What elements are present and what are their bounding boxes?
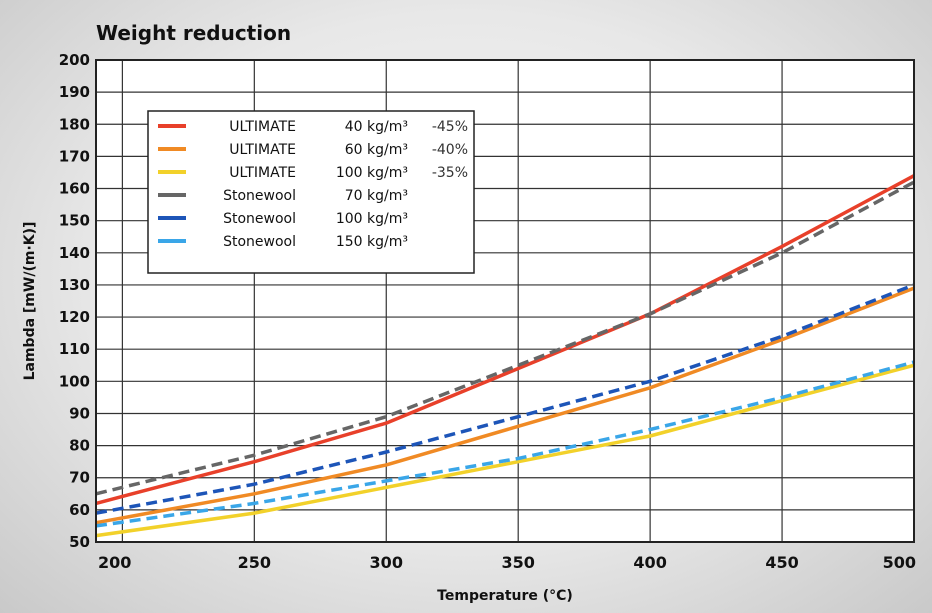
y-tick-label: 190 bbox=[59, 83, 90, 101]
legend-density: 100 kg/m³ bbox=[336, 165, 408, 181]
y-tick-label: 100 bbox=[59, 372, 90, 390]
x-tick-labels: 200 250 300 350 400 450 500 bbox=[98, 553, 916, 572]
x-tick-label: 350 bbox=[501, 553, 534, 572]
legend-density: 60 kg/m³ bbox=[345, 142, 408, 158]
legend: ULTIMATE 40 kg/m³ -45% ULTIMATE 60 kg/m³ -40%… bbox=[147, 110, 475, 274]
y-tick-label: 110 bbox=[59, 340, 90, 358]
legend-density: 40 kg/m³ bbox=[345, 119, 408, 135]
series-line bbox=[95, 360, 915, 528]
y-tick-label: 80 bbox=[69, 437, 90, 455]
y-tick-label: 60 bbox=[69, 501, 90, 519]
x-axis-label: Temperature (°C) bbox=[437, 588, 573, 604]
legend-series-name: Stonewool bbox=[223, 188, 296, 204]
series-line bbox=[95, 363, 915, 538]
legend-series-name: Stonewool bbox=[223, 211, 296, 227]
y-tick-label: 50 bbox=[69, 533, 90, 551]
legend-series-name: Stonewool bbox=[223, 234, 296, 250]
y-tick-label: 140 bbox=[59, 244, 90, 262]
legend-reduction: -45% bbox=[432, 119, 468, 135]
y-axis-label: Lambda [mW/(m·K)] bbox=[22, 222, 38, 381]
y-tick-label: 200 bbox=[59, 51, 90, 69]
x-tick-label: 500 bbox=[883, 553, 916, 572]
legend-density: 70 kg/m³ bbox=[345, 188, 408, 204]
series-line bbox=[95, 283, 915, 515]
x-tick-label: 200 bbox=[98, 553, 131, 572]
x-tick-label: 250 bbox=[238, 553, 271, 572]
y-tick-label: 90 bbox=[69, 404, 90, 422]
legend-series-name: ULTIMATE bbox=[229, 119, 296, 135]
legend-box bbox=[147, 110, 475, 274]
legend-series-name: ULTIMATE bbox=[229, 165, 296, 181]
series-line bbox=[95, 286, 915, 525]
series-line bbox=[95, 180, 915, 496]
y-tick-label: 170 bbox=[59, 147, 90, 165]
series-line bbox=[95, 174, 915, 506]
y-tick-labels: 50 60 70 80 90 100 110 120 130 140 150 160 170 180 190… bbox=[59, 51, 90, 551]
y-tick-label: 160 bbox=[59, 180, 90, 198]
legend-reduction: -40% bbox=[432, 142, 468, 158]
y-tick-label: 120 bbox=[59, 308, 90, 326]
chart-title: Weight reduction bbox=[96, 21, 291, 45]
x-tick-label: 300 bbox=[370, 553, 403, 572]
x-tick-label: 450 bbox=[765, 553, 798, 572]
plot-frame bbox=[95, 59, 915, 543]
legend-reduction: -35% bbox=[432, 165, 468, 181]
series-lines bbox=[95, 174, 915, 538]
y-tick-label: 130 bbox=[59, 276, 90, 294]
x-tick-label: 400 bbox=[633, 553, 666, 572]
legend-series-name: ULTIMATE bbox=[229, 142, 296, 158]
legend-density: 100 kg/m³ bbox=[336, 211, 408, 227]
y-tick-label: 150 bbox=[59, 212, 90, 230]
y-tick-label: 70 bbox=[69, 469, 90, 487]
legend-density: 150 kg/m³ bbox=[336, 234, 408, 250]
y-tick-label: 180 bbox=[59, 115, 90, 133]
